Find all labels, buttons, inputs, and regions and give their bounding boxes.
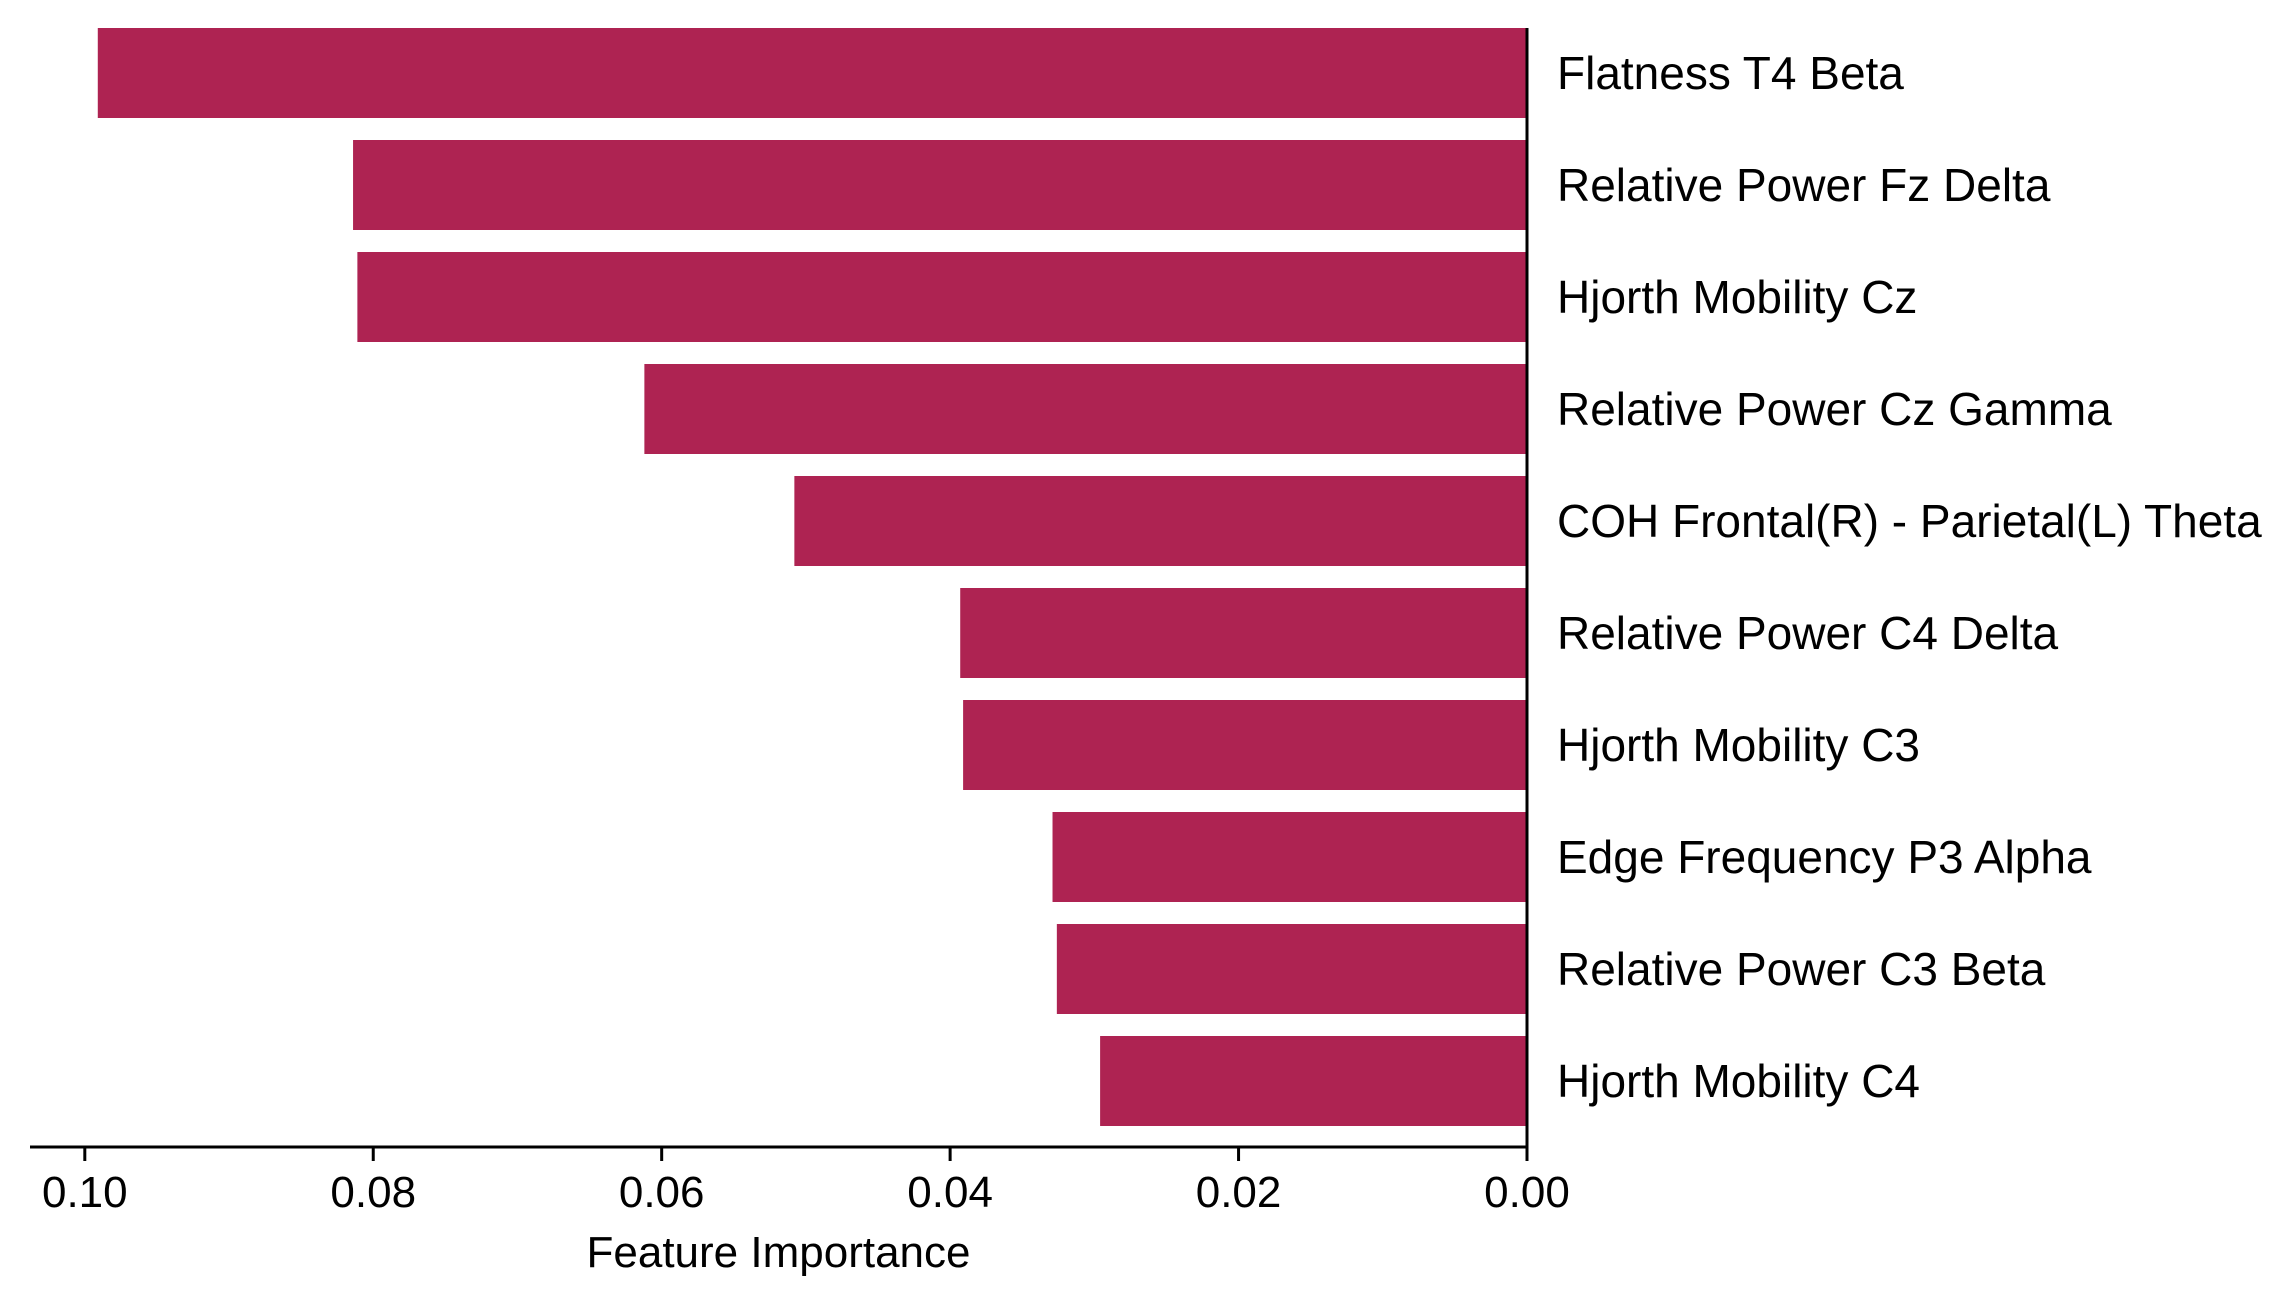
bar-2 (353, 140, 1528, 230)
bar-9 (1056, 924, 1527, 1014)
category-label-3: Hjorth Mobility Cz (1557, 271, 1917, 323)
x-tick-label-5: 0.02 (1196, 1168, 1282, 1217)
category-label-4: Relative Power Cz Gamma (1557, 383, 2112, 435)
bar-10 (1100, 1036, 1527, 1126)
bar-1 (97, 28, 1528, 118)
bars-layer (97, 28, 1528, 1126)
category-label-7: Hjorth Mobility C3 (1557, 719, 1920, 771)
x-tick-label-1: 0.10 (42, 1168, 128, 1217)
bar-3 (357, 252, 1527, 342)
x-ticks: 0.10 0.08 0.06 0.04 0.02 0.00 (42, 1147, 1570, 1217)
bar-8 (1052, 812, 1527, 902)
category-label-1: Flatness T4 Beta (1557, 47, 1904, 99)
x-tick-label-4: 0.04 (907, 1168, 993, 1217)
x-tick-label-3: 0.06 (619, 1168, 705, 1217)
category-label-10: Hjorth Mobility C4 (1557, 1055, 1920, 1107)
category-label-8: Edge Frequency P3 Alpha (1557, 831, 2092, 883)
category-label-5: COH Frontal(R) - Parietal(L) Theta (1557, 495, 2262, 547)
bar-6 (960, 588, 1527, 678)
bar-5 (794, 476, 1527, 566)
category-label-9: Relative Power C3 Beta (1557, 943, 2046, 995)
category-label-6: Relative Power C4 Delta (1557, 607, 2059, 659)
category-labels: Flatness T4 Beta Relative Power Fz Delta H… (1557, 47, 2262, 1107)
category-label-2: Relative Power Fz Delta (1557, 159, 2051, 211)
x-tick-label-6: 0.00 (1484, 1168, 1570, 1217)
bar-7 (963, 700, 1527, 790)
x-axis-title: Feature Importance (587, 1228, 971, 1277)
bar-4 (644, 364, 1527, 454)
x-tick-label-2: 0.08 (330, 1168, 416, 1217)
